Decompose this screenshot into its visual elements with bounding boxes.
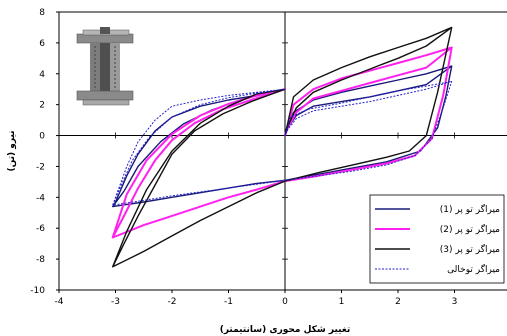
x-tick-label: -3 xyxy=(111,297,120,307)
x-tick-label: -2 xyxy=(168,297,177,307)
y-tick-label: -4 xyxy=(36,193,45,203)
damper-body-center xyxy=(100,43,110,91)
series-group xyxy=(111,26,453,268)
x-tick-label: -1 xyxy=(224,297,233,307)
y-tick-label: -2 xyxy=(36,162,45,172)
legend: میراگر تو پر (1) میراگر تو پر (2) میراگر… xyxy=(369,194,505,284)
damper-illustration xyxy=(76,27,134,106)
y-tick-label: 6 xyxy=(39,39,45,49)
x-tick-label: 3 xyxy=(452,297,458,307)
series-line-4 xyxy=(112,81,453,206)
damper-top-cylinder xyxy=(100,27,110,34)
y-tick-label: -10 xyxy=(30,286,45,296)
damper-bottom-plate-face xyxy=(82,99,130,106)
legend-label-series-4: میراگر توخالی xyxy=(447,263,500,275)
legend-label-series-3: میراگر تو پر (3) xyxy=(440,243,500,255)
damper-bottom-plate xyxy=(76,90,134,101)
damper-top-plate xyxy=(76,33,134,44)
y-tick-label: 0 xyxy=(39,132,45,142)
legend-label-series-2: میراگر تو پر (2) xyxy=(440,223,500,235)
x-axis-title: تغییر شکل محوری (سانتیمتر) xyxy=(220,325,351,335)
y-tick-label: 8 xyxy=(39,8,45,18)
y-axis-title: نیرو (تن) xyxy=(7,130,17,171)
y-tick-label: -8 xyxy=(36,255,45,265)
x-tick-label: 1 xyxy=(339,297,345,307)
y-tick-label: -6 xyxy=(36,224,45,234)
x-tick-label: 0 xyxy=(282,297,288,307)
series-line-1 xyxy=(112,65,453,208)
x-tick-label: 2 xyxy=(395,297,401,307)
x-tick-label: -4 xyxy=(55,297,64,307)
legend-label-series-1: میراگر تو پر (1) xyxy=(440,203,500,215)
y-tick-label: 4 xyxy=(39,70,45,80)
y-tick-label: 2 xyxy=(39,101,45,111)
